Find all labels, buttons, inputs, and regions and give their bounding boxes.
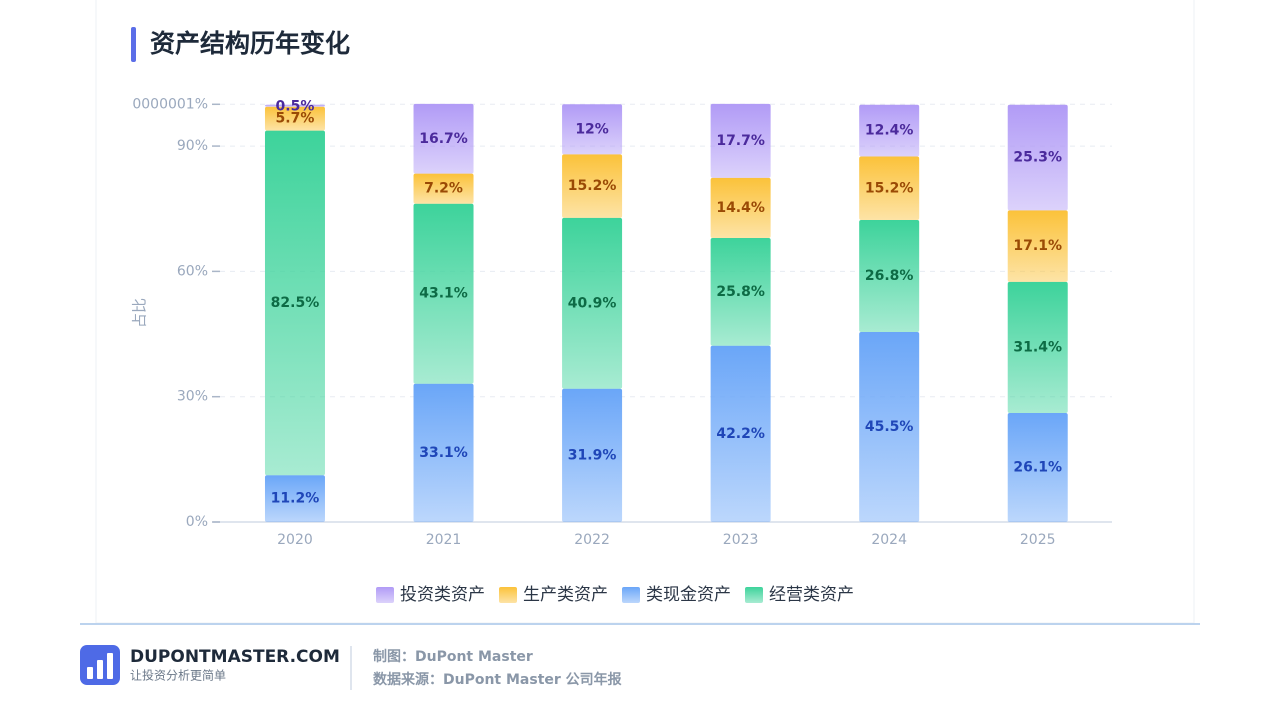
bar-segment (413, 103, 474, 174)
data-label: 15.2% (865, 180, 914, 196)
bar-segment (710, 345, 771, 522)
bar-segment (1007, 210, 1068, 282)
data-label: 33.1% (419, 445, 468, 461)
y-tick-label: 100.0000001% (101, 96, 208, 112)
x-tick-label: 2022 (574, 532, 610, 548)
source: 数据来源：DuPont Master 公司年报 (373, 671, 622, 688)
title-accent (131, 27, 136, 62)
bar-segment (1007, 104, 1068, 211)
data-label: 43.1% (419, 286, 468, 302)
legend-label: 生产类资产 (523, 585, 608, 605)
x-tick-label: 2023 (723, 532, 759, 548)
y-tick-label: 30% (177, 389, 208, 405)
bar-segment (264, 475, 325, 522)
x-tick-label: 2025 (1020, 532, 1056, 548)
x-tick-label: 2021 (426, 532, 462, 548)
bar-segment (264, 130, 325, 476)
legend-swatch (376, 587, 394, 603)
data-label: 16.7% (419, 131, 468, 147)
data-label: 12.4% (865, 123, 914, 139)
bar-segment (859, 220, 920, 332)
x-tick-label: 2020 (277, 532, 313, 548)
bar-segment (710, 177, 771, 238)
data-label: 26.8% (865, 268, 914, 284)
bar-segment (710, 103, 771, 178)
data-label: 0.5% (276, 99, 315, 115)
data-label: 45.5% (865, 419, 914, 435)
data-label: 5.7% (276, 111, 315, 127)
x-tick-label: 2024 (871, 532, 907, 548)
legend-swatch (499, 587, 517, 603)
legend-swatch (622, 587, 640, 603)
chart-title: 资产结构历年变化 (150, 29, 350, 58)
bar-segment (562, 154, 623, 218)
legend-label: 经营类资产 (769, 585, 854, 605)
data-label: 40.9% (568, 295, 617, 311)
data-label: 25.8% (716, 284, 765, 300)
data-label: 15.2% (568, 178, 617, 194)
legend-label: 类现金资产 (646, 585, 731, 605)
brand: DUPONTMASTER.COM (130, 647, 340, 667)
logo-bar (97, 660, 103, 679)
data-label: 31.9% (568, 447, 617, 463)
data-label: 17.7% (716, 133, 765, 149)
data-label: 25.3% (1013, 150, 1062, 166)
bar-segment (859, 156, 920, 221)
data-label: 17.1% (1013, 238, 1062, 254)
y-axis-label: 占比 (131, 298, 149, 328)
bar-segment (562, 217, 623, 389)
plot: 0% 30% 60% 90% 100.0000001% 2020 11.2% 82.5% 5.7… (101, 96, 1112, 548)
bar-segment (859, 104, 920, 157)
data-label: 26.1% (1013, 459, 1062, 475)
credit: 制图：DuPont Master (373, 648, 533, 665)
data-label: 82.5% (271, 295, 320, 311)
data-label: 14.4% (716, 200, 765, 216)
bar-segment (264, 104, 325, 107)
data-label: 31.4% (1013, 339, 1062, 355)
legend-swatch (745, 587, 763, 603)
logo-bar (107, 653, 113, 679)
data-label: 42.2% (716, 426, 765, 442)
bar-segment (562, 388, 623, 522)
y-tick-label: 90% (177, 138, 208, 154)
bar-segment (710, 237, 771, 346)
bar-segment (413, 383, 474, 522)
bar-segment (859, 331, 920, 522)
bar-segment (562, 104, 623, 155)
bar-segment (264, 106, 325, 131)
bar-segment (1007, 412, 1068, 522)
data-label: 7.2% (424, 181, 463, 197)
data-label: 12% (575, 121, 609, 137)
y-tick-label: 60% (177, 263, 208, 279)
legend: 投资类资产 生产类资产 类现金资产 经营类资产 (376, 585, 854, 605)
y-tick-label: 0% (186, 514, 208, 530)
legend-label: 投资类资产 (400, 585, 485, 605)
bar-segment (413, 203, 474, 384)
logo-bar (87, 667, 93, 679)
data-label: 11.2% (271, 491, 320, 507)
slogan: 让投资分析更简单 (130, 668, 226, 683)
bar-segment (413, 173, 474, 204)
bar-segment (1007, 281, 1068, 413)
